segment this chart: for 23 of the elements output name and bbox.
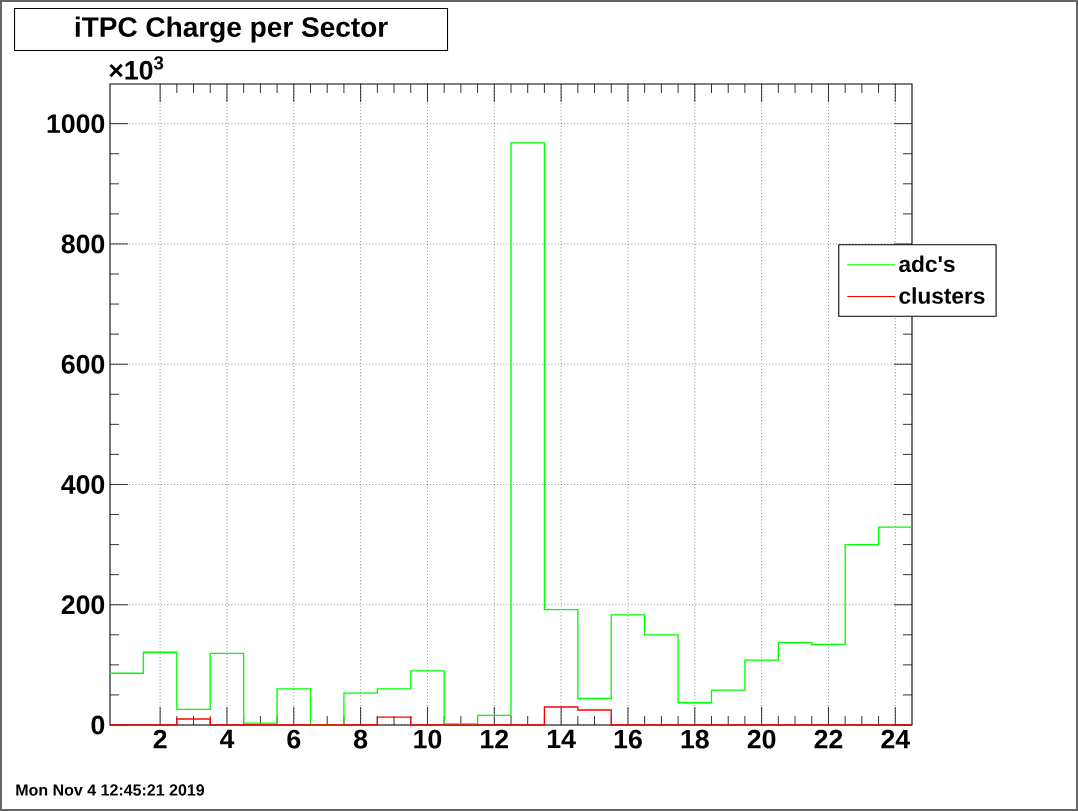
x-tick-label: 6 (287, 729, 301, 749)
legend-label: clusters (899, 287, 985, 304)
legend-label: adc's (899, 255, 955, 273)
y-tick-label: 200 (61, 595, 105, 615)
chart-title: iTPC Charge per Sector (75, 16, 388, 43)
x-tick-label: 20 (747, 729, 776, 749)
x-tick-label: 24 (881, 729, 910, 749)
y-tick-label: 800 (61, 234, 105, 254)
text: Mon Nov 4 12:45:21 2019 (16, 784, 205, 796)
text: ×10$^{3}$ (109, 56, 164, 80)
y-tick-label: 1000 (47, 114, 105, 134)
x-tick-label: 12 (481, 729, 509, 749)
x-tick-label: 14 (547, 729, 576, 749)
x-tick-label: 2 (153, 729, 167, 749)
x-tick-label: 8 (354, 729, 368, 749)
x-tick-label: 18 (681, 729, 709, 749)
x-tick-label: 22 (814, 729, 843, 749)
x-tick-label: 10 (414, 729, 442, 749)
y-tick-label: 600 (61, 354, 105, 374)
x-tick-label: 4 (219, 729, 235, 749)
y-tick-label: 0 (91, 715, 105, 735)
y-tick-label: 400 (61, 475, 105, 494)
x-tick-label: 16 (614, 729, 642, 749)
